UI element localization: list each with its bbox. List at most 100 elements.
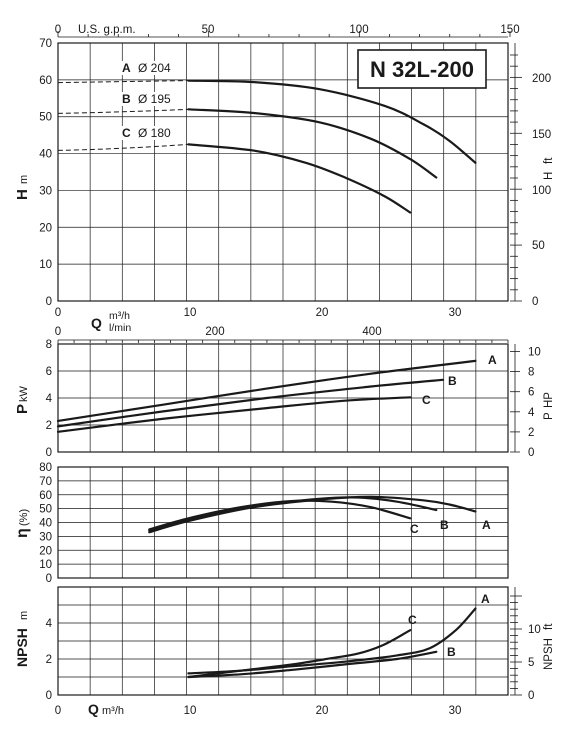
head-label-bg	[118, 92, 182, 106]
head-label-bg	[118, 61, 182, 75]
efficiency-ytick: 20	[39, 545, 52, 557]
efficiency-ytick: 10	[39, 559, 52, 571]
head-yunit: m	[18, 175, 30, 184]
power-ytick: 2	[46, 420, 52, 432]
efficiency-ytick: 50	[39, 504, 52, 516]
power-grid	[57, 343, 509, 453]
head-ytick: 30	[39, 185, 52, 197]
chart-title: N 32L-200	[370, 57, 474, 82]
efficiency-ytick: 80	[39, 462, 52, 474]
head-ft-tick: 0	[532, 296, 538, 308]
head-ytick: 50	[39, 112, 52, 124]
power-hp-tick: 2	[528, 427, 534, 439]
power-yunit: kW	[18, 386, 30, 403]
npsh-ft-tick: 10	[528, 624, 541, 636]
lmin-tick: 400	[362, 326, 381, 338]
power-series-name-a: A	[488, 353, 497, 367]
head-dashed-a	[57, 80, 189, 84]
head-dashed-b	[57, 108, 189, 114]
power-frame	[57, 343, 509, 453]
npsh-xtick: 20	[316, 705, 329, 717]
head-y2label: H	[543, 172, 555, 180]
power-y2unit: HP	[543, 392, 555, 408]
power-curve-c	[56, 396, 412, 433]
head-ft-tick: 50	[532, 240, 545, 252]
head-ytick: 10	[39, 259, 52, 271]
eff-series-name-c: C	[410, 522, 419, 536]
eff-series-name-a: A	[482, 518, 491, 532]
lmin-tick: 0	[55, 326, 61, 338]
efficiency-ytick: 30	[39, 531, 52, 543]
head-ft-tick: 150	[532, 129, 551, 141]
power-hp-tick: 6	[528, 387, 534, 399]
efficiency-frame	[57, 466, 509, 579]
power-ytick: 6	[46, 366, 52, 378]
head-xtick: 10	[184, 307, 197, 319]
power-series-name-c: C	[422, 393, 431, 407]
power-x2unit: l/min	[109, 322, 131, 334]
lmin-tick: 200	[205, 326, 224, 338]
eff-yunit: (%)	[18, 509, 30, 526]
title-box: N 32L-200	[357, 49, 487, 89]
head-xtick: 30	[449, 307, 462, 319]
npsh-xunit: m³/h	[102, 705, 124, 717]
head-series-name-c: C	[122, 126, 131, 140]
head-ytick: 40	[39, 149, 52, 161]
efficiency-curve-a	[148, 495, 477, 534]
eff-ylabel: η	[14, 528, 31, 538]
power-ytick: 0	[46, 447, 52, 459]
power-ytick: 8	[46, 339, 52, 351]
head-frame	[57, 42, 509, 302]
npsh-xtick: 30	[449, 705, 462, 717]
npsh-ytick: 4	[46, 618, 53, 630]
eff-series-name-b: B	[440, 518, 449, 532]
efficiency-grid	[57, 466, 509, 579]
power-series-name-b: B	[448, 374, 457, 388]
head-series-diameter-c: Ø 180	[138, 126, 171, 140]
curves-layer	[56, 79, 477, 679]
head-label-bg	[118, 126, 182, 140]
efficiency-ytick: 70	[39, 476, 52, 488]
power-hp-tick: 4	[528, 407, 535, 419]
efficiency-curve-c	[148, 499, 412, 531]
head-xtick: 0	[55, 307, 61, 319]
head-ft-tick: 200	[532, 73, 551, 85]
head-ytick: 60	[39, 75, 52, 87]
efficiency-ytick: 0	[46, 573, 52, 585]
npsh-y2label: NPSH	[543, 638, 555, 670]
head-ytick: 20	[39, 222, 52, 234]
power-hp-tick: 8	[528, 367, 534, 379]
npsh-series-name-c: C	[408, 613, 417, 627]
gpm-tick: 50	[202, 24, 215, 36]
head-series-diameter-a: Ø 204	[138, 61, 171, 75]
npsh-xtick: 10	[184, 705, 197, 717]
head-ft-tick: 100	[532, 185, 551, 197]
npsh-ylabel: NPSH	[14, 628, 30, 667]
npsh-curve-c	[187, 629, 412, 679]
gpm-tick: 150	[500, 24, 519, 36]
gpm-tick: 0	[55, 24, 61, 36]
head-series-name-b: B	[122, 92, 131, 106]
power-ytick: 4	[46, 393, 53, 405]
efficiency-ytick: 60	[39, 490, 52, 502]
power-ylabel: P	[14, 404, 31, 414]
npsh-series-name-b: B	[447, 645, 456, 659]
power-hp-tick: 0	[528, 447, 534, 459]
npsh-ytick: 0	[46, 690, 52, 702]
head-curve-b	[187, 108, 438, 179]
head-ylabel: H	[14, 189, 31, 200]
power-y2label: P	[543, 412, 555, 420]
head-series-diameter-b: Ø 195	[138, 92, 171, 106]
npsh-curve-b	[187, 650, 438, 679]
power-hp-tick: 10	[528, 347, 541, 359]
efficiency-curve-b	[148, 496, 438, 532]
head-series-name-a: A	[122, 61, 131, 75]
efficiency-ytick: 40	[39, 518, 52, 530]
npsh-ytick: 2	[46, 654, 52, 666]
npsh-frame	[57, 586, 509, 696]
npsh-series-name-a: A	[481, 592, 490, 606]
head-ytick: 0	[46, 296, 52, 308]
npsh-xlabel: Q	[88, 701, 99, 717]
